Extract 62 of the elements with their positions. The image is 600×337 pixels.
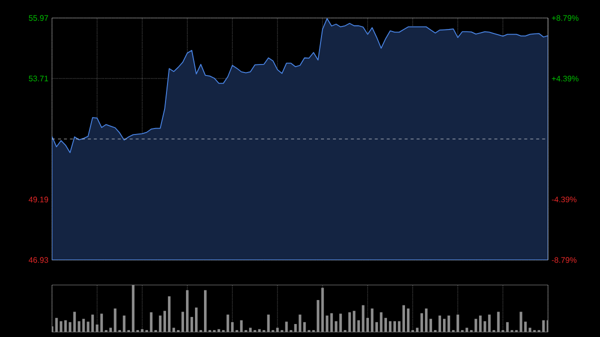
bar <box>321 288 324 332</box>
bar <box>100 314 103 332</box>
bar <box>114 308 116 332</box>
bar <box>479 316 482 332</box>
bar <box>406 308 410 332</box>
bar <box>140 329 144 332</box>
bar <box>357 320 360 332</box>
bar <box>96 324 98 332</box>
bar <box>163 310 166 332</box>
bar <box>82 318 85 332</box>
bar <box>249 328 252 332</box>
bar <box>168 296 171 332</box>
bar <box>258 329 261 332</box>
bar <box>109 328 112 332</box>
bar <box>348 312 351 332</box>
bar <box>384 318 387 332</box>
bar <box>366 318 369 332</box>
bar <box>456 314 460 332</box>
bar <box>91 314 94 332</box>
bar <box>150 312 153 332</box>
bar <box>132 285 134 332</box>
bar <box>448 316 450 332</box>
bar <box>334 321 338 332</box>
bar <box>172 328 176 332</box>
bar <box>438 316 442 332</box>
bar <box>231 322 234 332</box>
bar <box>186 290 189 332</box>
bar <box>326 316 328 332</box>
bar <box>86 322 90 332</box>
bar <box>466 328 468 332</box>
bar <box>194 308 198 332</box>
bar <box>484 321 486 332</box>
bar <box>122 316 126 332</box>
bar <box>429 318 432 332</box>
bar <box>78 321 80 332</box>
bar <box>218 329 220 332</box>
bar <box>420 313 424 332</box>
bar <box>388 321 392 332</box>
bar <box>497 312 500 332</box>
bar <box>380 312 382 332</box>
bar <box>442 318 446 332</box>
bar <box>370 308 374 332</box>
bar <box>226 314 230 332</box>
bar <box>240 320 243 332</box>
bar <box>398 321 401 332</box>
bar <box>204 290 207 332</box>
bar <box>158 316 162 332</box>
bar <box>362 305 364 332</box>
bar <box>402 305 406 332</box>
bar <box>488 314 491 332</box>
bar <box>506 322 509 332</box>
bar <box>330 313 333 332</box>
bar <box>416 328 419 332</box>
bar <box>393 321 396 332</box>
bar <box>474 318 478 332</box>
bar <box>267 314 270 332</box>
bar <box>190 316 194 332</box>
bar <box>181 312 184 332</box>
bar <box>375 322 378 332</box>
bar <box>352 310 356 332</box>
bar <box>339 314 342 332</box>
bar <box>424 308 428 332</box>
